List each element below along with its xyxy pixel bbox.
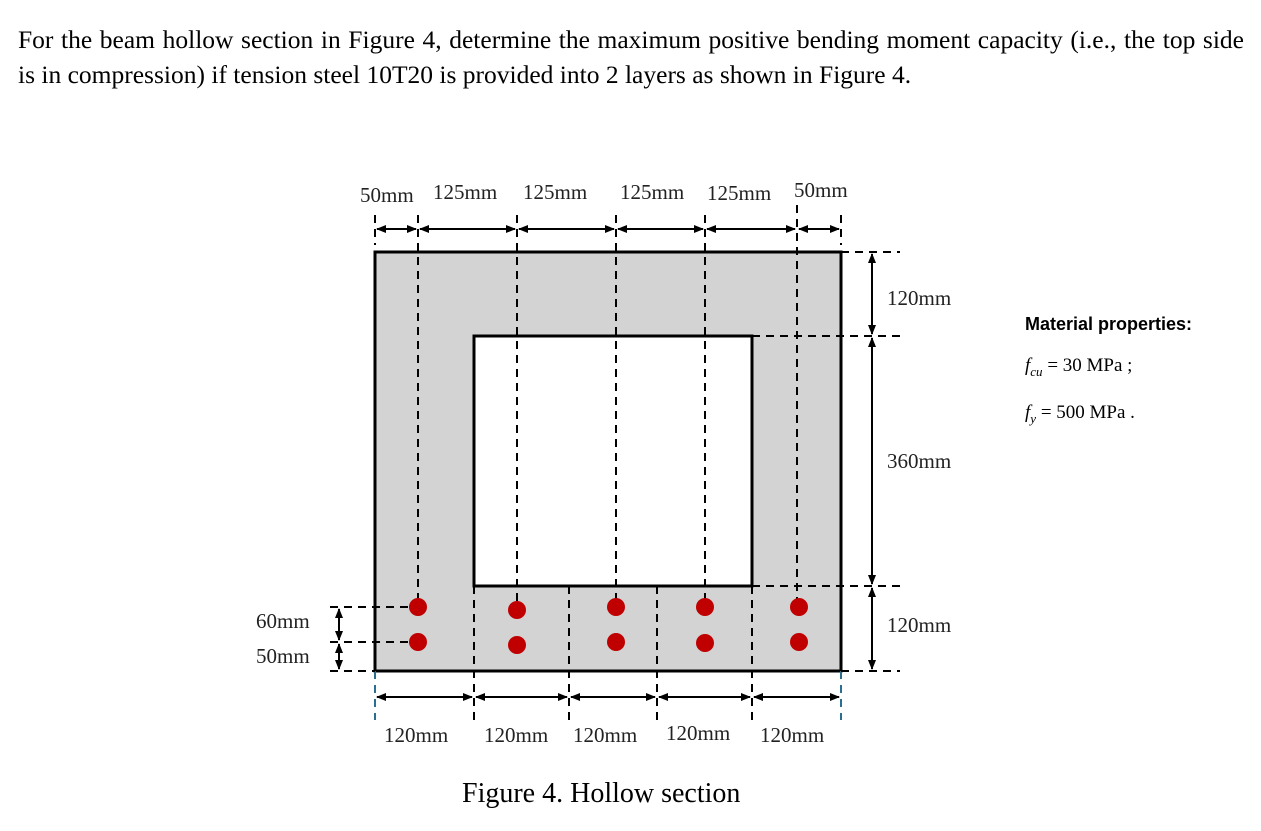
rebar bbox=[409, 633, 427, 651]
material-properties-title: Material properties: bbox=[1025, 314, 1193, 334]
fcu-property: fcu = 30 MPa ; bbox=[1025, 355, 1132, 380]
rebar bbox=[607, 633, 625, 651]
rebar bbox=[607, 598, 625, 616]
fcu-value: = 30 MPa ; bbox=[1047, 355, 1133, 376]
dim-top-2: 125mm bbox=[433, 180, 497, 204]
dim-right-middle: 360mm bbox=[887, 449, 951, 473]
fy-value: = 500 MPa . bbox=[1040, 402, 1135, 423]
rebar bbox=[409, 598, 427, 616]
problem-statement: For the beam hollow section in Figure 4,… bbox=[18, 25, 1244, 89]
bar-centerlines bbox=[374, 205, 842, 607]
rebar bbox=[790, 598, 808, 616]
dim-right-bottom: 120mm bbox=[887, 613, 951, 637]
dim-top-5: 125mm bbox=[707, 181, 771, 205]
dim-right-top: 120mm bbox=[887, 286, 951, 310]
dim-top-4: 125mm bbox=[620, 180, 684, 204]
fcu-subscript: cu bbox=[1030, 363, 1043, 379]
dim-bottom-3: 120mm bbox=[573, 723, 637, 747]
dim-left-bottom: 50mm bbox=[256, 644, 310, 668]
rebar bbox=[696, 598, 714, 616]
reinforcement-bars bbox=[409, 598, 808, 654]
dim-bottom-1: 120mm bbox=[384, 723, 448, 747]
rebar bbox=[508, 636, 526, 654]
rebar bbox=[696, 634, 714, 652]
figure-caption: Figure 4. Hollow section bbox=[462, 778, 741, 809]
dim-bottom-2: 120mm bbox=[484, 723, 548, 747]
dim-bottom-4: 120mm bbox=[666, 721, 730, 745]
fcu-symbol: f bbox=[1025, 355, 1031, 376]
dim-top-1: 50mm bbox=[360, 183, 414, 207]
dim-top-6: 50mm bbox=[794, 178, 848, 202]
fy-subscript: y bbox=[1030, 410, 1037, 426]
rebar bbox=[508, 601, 526, 619]
fy-property: fy = 500 MPa . bbox=[1025, 402, 1135, 427]
dim-left-top: 60mm bbox=[256, 609, 310, 633]
fy-symbol: f bbox=[1025, 402, 1031, 423]
dim-top-3: 125mm bbox=[523, 180, 587, 204]
rebar bbox=[790, 633, 808, 651]
dim-bottom-5: 120mm bbox=[760, 723, 824, 747]
